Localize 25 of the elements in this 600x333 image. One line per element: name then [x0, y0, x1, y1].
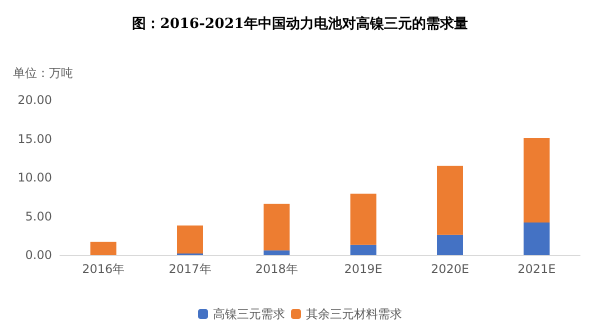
bar	[90, 242, 116, 255]
y-tick-label: 20.00	[18, 93, 52, 107]
y-tick-label: 5.00	[25, 209, 52, 224]
bar	[177, 226, 203, 254]
bar	[350, 194, 376, 245]
y-tick-label: 15.00	[18, 132, 52, 146]
x-tick-label: 2016年	[82, 262, 125, 276]
y-axis-title: 单位：万吨	[13, 66, 73, 80]
bar	[524, 222, 550, 255]
bar	[350, 244, 376, 255]
bar	[264, 250, 290, 255]
x-tick-label: 2017年	[168, 262, 212, 276]
x-tick-label: 2018年	[255, 262, 298, 276]
y-tick-label: 10.00	[18, 170, 52, 184]
bar	[437, 166, 463, 235]
y-tick-label: 0.00	[25, 248, 52, 262]
x-tick-label: 2020E	[430, 262, 470, 276]
legend-label: 其余三元材料需求	[306, 307, 402, 321]
legend-label: 高镍三元需求	[213, 307, 285, 321]
bar	[524, 138, 550, 222]
bar	[437, 234, 463, 255]
bar	[264, 204, 290, 250]
chart-title: 图：2016-2021年中国动力电池对高镍三元的需求量	[132, 15, 468, 32]
x-tick-label: 2021E	[518, 262, 556, 276]
x-tick-label: 2019E	[344, 262, 382, 276]
